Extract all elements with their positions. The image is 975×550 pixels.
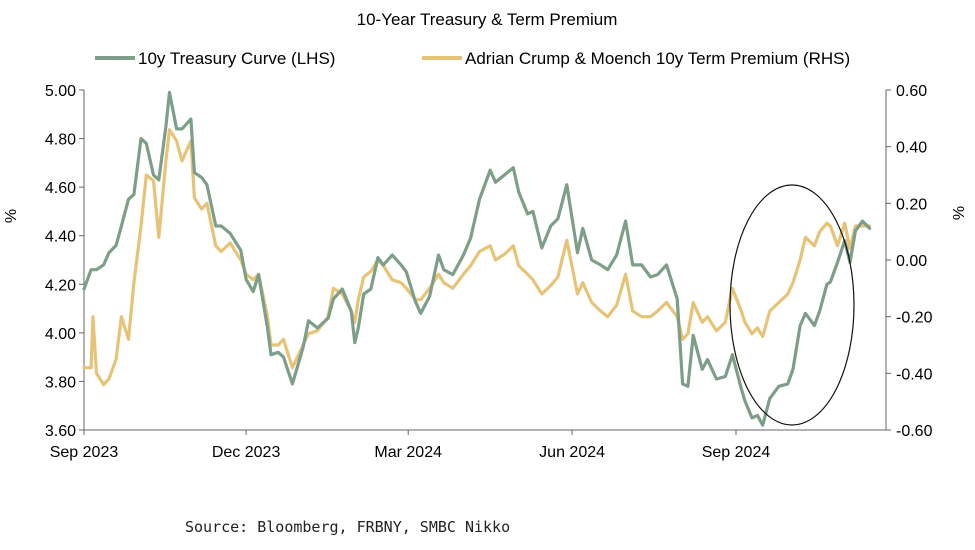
left-tick-label: 3.60 — [45, 423, 76, 440]
x-tick-label: Sep 2024 — [702, 444, 771, 461]
x-tick-label: Sep 2023 — [50, 444, 119, 461]
right-tick-label: 0.60 — [896, 83, 927, 100]
right-tick-label: -0.40 — [896, 366, 933, 383]
right-tick-label: 0.20 — [896, 196, 927, 213]
left-tick-label: 4.80 — [45, 132, 76, 149]
legend: 10y Treasury Curve (LHS) Adrian Crump & … — [95, 49, 850, 68]
left-tick-label: 4.40 — [45, 229, 76, 246]
right-tick-label: 0.40 — [896, 140, 927, 157]
left-tick-label: 4.00 — [45, 326, 76, 343]
left-tick-label: 5.00 — [45, 83, 76, 100]
right-tick-label: -0.60 — [896, 423, 933, 440]
x-tick-label: Jun 2024 — [539, 444, 605, 461]
highlight-ellipse — [729, 184, 855, 426]
axes: % % — [3, 90, 968, 431]
ticks: 5.00 4.80 4.60 4.40 4.20 4.00 3.80 3.60 0.60 0.40… — [45, 83, 933, 461]
x-tick-label: Mar 2024 — [374, 444, 442, 461]
legend-label-treasury: 10y Treasury Curve (LHS) — [138, 49, 335, 68]
series-group — [82, 90, 872, 427]
left-tick-label: 3.80 — [45, 374, 76, 391]
right-axis-label: % — [951, 206, 968, 220]
x-tick-label: Dec 2023 — [212, 444, 281, 461]
series-line-term-premium — [82, 128, 872, 387]
source-note: Source: Bloomberg, FRBNY, SMBC Nikko — [185, 518, 511, 536]
series-line-treasury — [82, 90, 872, 427]
right-tick-label: -0.20 — [896, 310, 933, 327]
left-axis-label: % — [3, 209, 20, 223]
left-tick-label: 4.60 — [45, 180, 76, 197]
legend-label-term-premium: Adrian Crump & Moench 10y Term Premium (… — [465, 49, 850, 68]
left-tick-label: 4.20 — [45, 277, 76, 294]
right-tick-label: 0.00 — [896, 253, 927, 270]
chart-title: 10-Year Treasury & Term Premium — [357, 10, 618, 29]
